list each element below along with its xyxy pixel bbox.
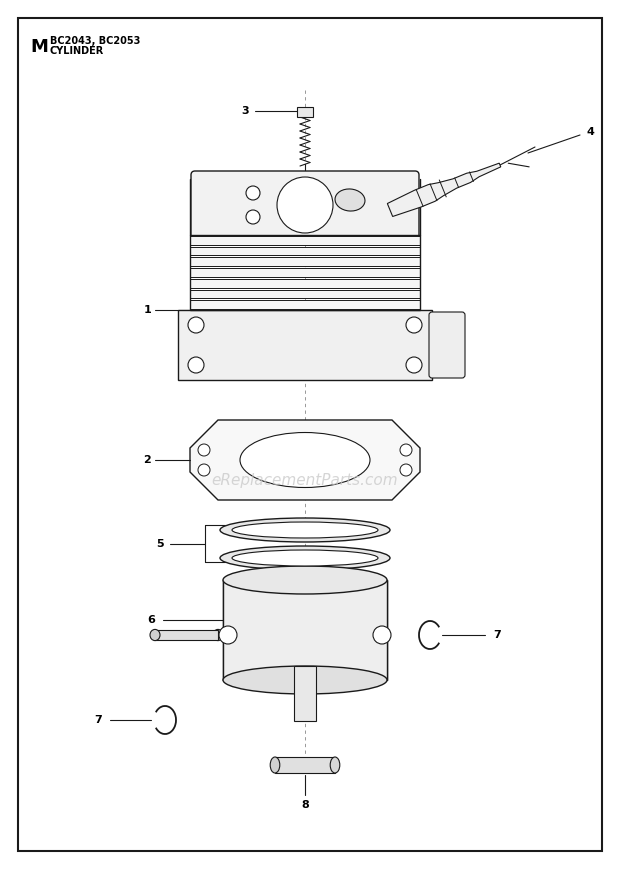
Bar xyxy=(190,236,420,245)
Circle shape xyxy=(219,626,237,644)
Bar xyxy=(223,580,387,680)
Ellipse shape xyxy=(232,522,378,538)
Circle shape xyxy=(246,210,260,224)
Circle shape xyxy=(277,177,333,233)
Bar xyxy=(190,301,420,309)
Bar xyxy=(190,257,420,266)
Ellipse shape xyxy=(213,629,223,640)
Circle shape xyxy=(373,626,391,644)
Circle shape xyxy=(406,317,422,333)
Bar xyxy=(190,289,420,298)
Ellipse shape xyxy=(330,757,340,773)
Polygon shape xyxy=(388,163,501,216)
Ellipse shape xyxy=(220,518,390,542)
Circle shape xyxy=(188,317,204,333)
FancyBboxPatch shape xyxy=(191,171,419,239)
Bar xyxy=(297,107,313,117)
Bar xyxy=(190,247,420,255)
Circle shape xyxy=(198,464,210,476)
Bar xyxy=(190,269,420,277)
Text: 4: 4 xyxy=(586,127,594,137)
Circle shape xyxy=(198,444,210,456)
Circle shape xyxy=(188,357,204,373)
Bar xyxy=(294,666,316,721)
Bar xyxy=(190,279,420,288)
Circle shape xyxy=(400,464,412,476)
Ellipse shape xyxy=(220,546,390,570)
Circle shape xyxy=(246,186,260,200)
Text: 6: 6 xyxy=(147,615,155,625)
Bar xyxy=(190,235,420,310)
Ellipse shape xyxy=(240,433,370,488)
Polygon shape xyxy=(190,420,420,500)
Ellipse shape xyxy=(232,550,378,566)
Circle shape xyxy=(406,357,422,373)
Text: 1: 1 xyxy=(144,305,152,315)
Text: BC2043, BC2053: BC2043, BC2053 xyxy=(50,36,140,46)
Bar xyxy=(178,310,432,380)
Ellipse shape xyxy=(150,629,160,640)
Bar xyxy=(275,757,335,773)
Circle shape xyxy=(400,444,412,456)
Text: M: M xyxy=(30,38,48,56)
Text: eReplacementParts.com: eReplacementParts.com xyxy=(211,473,398,488)
Ellipse shape xyxy=(335,189,365,211)
Ellipse shape xyxy=(270,757,280,773)
Text: 2: 2 xyxy=(143,455,151,465)
Text: 7: 7 xyxy=(493,630,501,640)
Ellipse shape xyxy=(223,566,387,594)
Text: CYLINDER: CYLINDER xyxy=(50,46,104,56)
Text: 8: 8 xyxy=(301,800,309,810)
Text: 5: 5 xyxy=(156,539,164,549)
Text: 7: 7 xyxy=(94,715,102,725)
Text: 3: 3 xyxy=(241,106,249,116)
FancyBboxPatch shape xyxy=(429,312,465,378)
Ellipse shape xyxy=(223,666,387,694)
Bar xyxy=(155,630,218,640)
